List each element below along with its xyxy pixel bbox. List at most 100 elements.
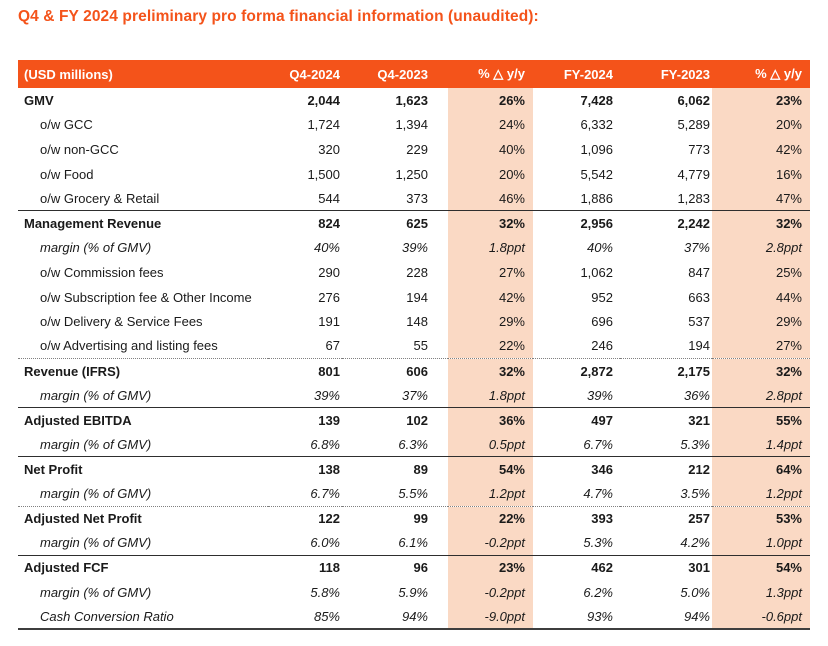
cell-q4-2023: 6.1%: [398, 535, 428, 551]
cell-q4-2024: 1,724: [307, 117, 340, 133]
cell-fy-2024: 93%: [533, 604, 620, 631]
row-label: margin (% of GMV): [40, 240, 152, 256]
table-header-row: (USD millions) Q4-2024 Q4-2023 % △ y/y F…: [18, 60, 810, 88]
cell-q4-2023: 94%: [342, 604, 448, 631]
table-row: o/w Food 1,500 1,250 20% 5,542 4,779 16%: [18, 161, 810, 187]
column-header-pct-yoy-q4: % △ y/y: [448, 60, 533, 88]
cell-q4-2024: 290: [318, 264, 340, 280]
table-row: Adjusted FCF 118 96 23% 462 301 54%: [18, 554, 810, 580]
cell-fy-2024: 7,428: [580, 92, 613, 108]
row-label: Cash Conversion Ratio: [18, 604, 268, 631]
row-label: o/w non-GCC: [40, 141, 119, 157]
table-row: o/w Commission fees 290 228 27% 1,062 847 25%: [18, 260, 810, 285]
table-row: o/w non-GCC 320 229 40% 1,096 773 42%: [18, 137, 810, 162]
cell-fy-2023: 301: [620, 554, 712, 580]
cell-q4-2024: 138: [268, 456, 342, 482]
cell-pct-yoy-q4: 42%: [448, 284, 533, 310]
cell-q4-2024: 544: [318, 190, 340, 206]
cell-fy-2023: 1,283: [677, 190, 710, 206]
cell-fy-2023: 5.3%: [680, 436, 710, 452]
cell-pct-yoy-fy: 32%: [712, 210, 810, 236]
cell-pct-yoy-q4: 27%: [448, 260, 533, 285]
column-header-q4-2024: Q4-2024: [268, 60, 342, 88]
table-row: Revenue (IFRS) 801 606 32% 2,872 2,175 32%: [18, 358, 810, 384]
cell-fy-2023: 257: [620, 505, 712, 531]
cell-pct-yoy-q4: 40%: [448, 137, 533, 162]
cell-fy-2023: 847: [688, 264, 710, 280]
cell-q4-2024: 2,044: [307, 92, 340, 108]
row-label: Adjusted Net Profit: [18, 505, 268, 531]
cell-pct-yoy-q4: 32%: [448, 358, 533, 384]
cell-fy-2024: 497: [533, 407, 620, 433]
cell-q4-2024: 67: [325, 338, 340, 354]
row-label: o/w Food: [40, 166, 94, 182]
cell-pct-yoy-fy: 53%: [712, 505, 810, 531]
cell-fy-2023: 36%: [683, 387, 710, 403]
cell-pct-yoy-fy: 20%: [712, 112, 810, 138]
cell-fy-2023: 4,779: [677, 166, 710, 182]
column-header-q4-2023: Q4-2023: [342, 60, 448, 88]
cell-pct-yoy-fy: 1.0ppt: [712, 530, 810, 556]
cell-fy-2024: 5,542: [580, 166, 613, 182]
cell-fy-2024: 1,886: [580, 190, 613, 206]
table-row: Cash Conversion Ratio 85% 94% -9.0ppt 93% 94%…: [18, 604, 810, 631]
row-label: o/w Delivery & Service Fees: [40, 314, 203, 330]
cell-q4-2023: 96: [342, 554, 448, 580]
cell-fy-2023: 6,062: [677, 92, 710, 108]
row-label: Adjusted EBITDA: [18, 407, 268, 433]
cell-q4-2023: 99: [342, 505, 448, 531]
row-label: GMV: [24, 92, 54, 108]
cell-q4-2023: 194: [406, 289, 428, 305]
column-header-fy-2023: FY-2023: [620, 60, 712, 88]
table-row: margin (% of GMV) 40% 39% 1.8ppt 40% 37% 2.8pp…: [18, 235, 810, 261]
cell-pct-yoy-q4: 1.8ppt: [448, 235, 533, 261]
table-row: o/w GCC 1,724 1,394 24% 6,332 5,289 20%: [18, 112, 810, 138]
cell-pct-yoy-q4: 1.8ppt: [448, 383, 533, 408]
cell-q4-2023: 606: [342, 358, 448, 384]
cell-fy-2024: 246: [591, 338, 613, 354]
cell-pct-yoy-fy: 1.3ppt: [712, 579, 810, 605]
cell-pct-yoy-q4: 20%: [448, 161, 533, 187]
cell-fy-2024: 1,096: [580, 141, 613, 157]
cell-q4-2024: 1,500: [307, 166, 340, 182]
row-label: Management Revenue: [18, 210, 268, 236]
cell-q4-2024: 139: [268, 407, 342, 433]
column-header-fy-2024: FY-2024: [533, 60, 620, 88]
cell-fy-2023: 2,242: [620, 210, 712, 236]
table-row: Net Profit 138 89 54% 346 212 64%: [18, 456, 810, 482]
cell-pct-yoy-fy: 1.4ppt: [712, 432, 810, 457]
cell-q4-2024: 39%: [313, 387, 340, 403]
row-label: o/w Grocery & Retail: [40, 190, 160, 206]
table-row: Management Revenue 824 625 32% 2,956 2,242 32%: [18, 210, 810, 236]
cell-q4-2023: 6.3%: [398, 436, 428, 452]
cell-pct-yoy-q4: -9.0ppt: [448, 604, 533, 631]
cell-pct-yoy-q4: 36%: [448, 407, 533, 433]
cell-fy-2024: 4.7%: [583, 486, 613, 502]
row-label: Net Profit: [18, 456, 268, 482]
cell-q4-2024: 6.0%: [310, 535, 340, 551]
cell-q4-2024: 6.8%: [310, 436, 340, 452]
table-row: o/w Subscription fee & Other Income 276 19…: [18, 284, 810, 310]
cell-pct-yoy-q4: 26%: [448, 88, 533, 113]
cell-fy-2024: 6,332: [580, 117, 613, 133]
cell-q4-2023: 39%: [401, 240, 428, 256]
cell-fy-2024: 5.3%: [583, 535, 613, 551]
cell-pct-yoy-fy: 54%: [712, 554, 810, 580]
row-label: margin (% of GMV): [40, 486, 152, 502]
cell-pct-yoy-fy: 27%: [712, 333, 810, 359]
cell-q4-2024: 6.7%: [310, 486, 340, 502]
cell-q4-2024: 118: [268, 554, 342, 580]
cell-q4-2024: 5.8%: [310, 584, 340, 600]
cell-q4-2024: 276: [318, 289, 340, 305]
cell-pct-yoy-q4: 23%: [448, 554, 533, 580]
cell-fy-2023: 663: [688, 289, 710, 305]
cell-q4-2023: 37%: [401, 387, 428, 403]
cell-pct-yoy-q4: 0.5ppt: [448, 432, 533, 457]
cell-fy-2023: 5.0%: [680, 584, 710, 600]
cell-fy-2024: 346: [533, 456, 620, 482]
cell-q4-2024: 122: [268, 505, 342, 531]
row-label: o/w GCC: [40, 117, 93, 133]
table-row: GMV 2,044 1,623 26% 7,428 6,062 23%: [18, 88, 810, 113]
cell-q4-2023: 229: [406, 141, 428, 157]
